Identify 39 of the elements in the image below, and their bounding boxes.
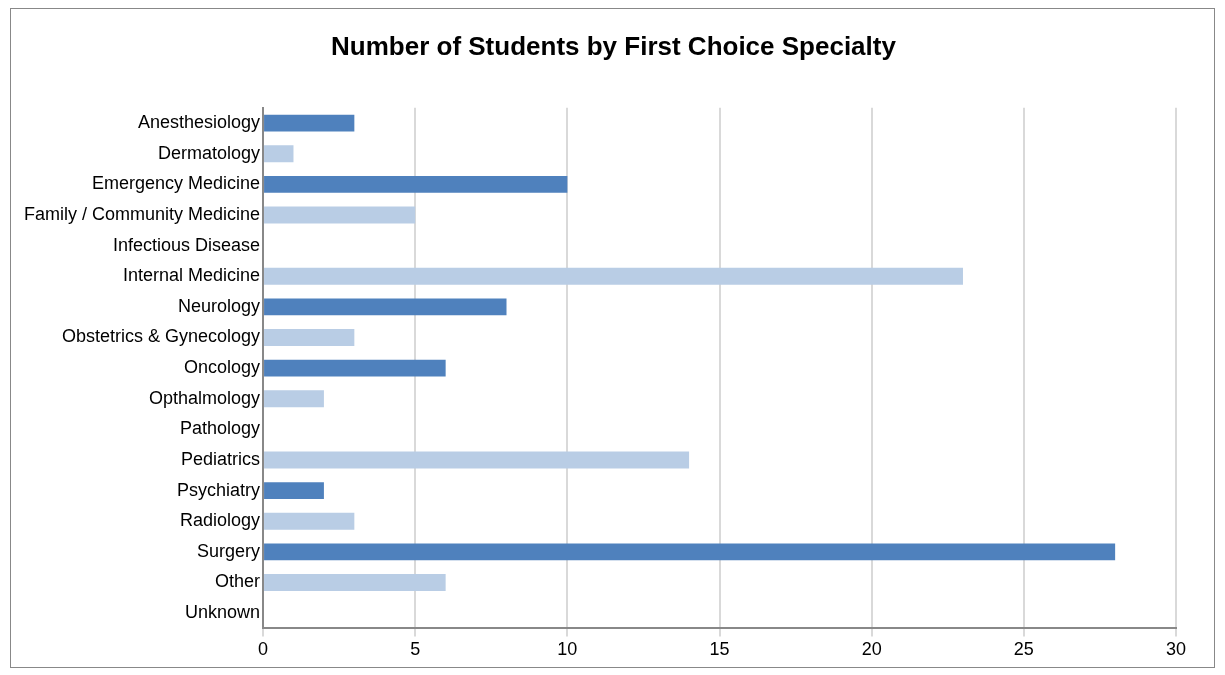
y-tick-label: Radiology — [179, 510, 261, 531]
bar — [264, 359, 446, 377]
bar — [264, 390, 324, 408]
y-tick-label: Other — [215, 571, 261, 592]
y-tick-label: Family / Community Medicine — [23, 203, 261, 224]
bar — [264, 298, 507, 316]
y-tick-label: Internal Medicine — [122, 265, 261, 286]
bar — [264, 543, 1116, 561]
bar — [264, 329, 355, 346]
bar — [264, 175, 568, 193]
y-tick-label: Pediatrics — [181, 448, 261, 469]
x-tick-label: 30 — [1165, 639, 1187, 660]
y-tick-label: Unknown — [185, 602, 261, 623]
x-tick-label: 25 — [1013, 639, 1034, 660]
y-tick-label: Surgery — [197, 540, 261, 561]
bar — [264, 482, 324, 500]
y-tick-label: Obstetrics & Gynecology — [61, 326, 261, 347]
y-tick-label: Emergency Medicine — [91, 173, 261, 194]
bar — [264, 114, 355, 132]
x-tick-label: 20 — [861, 639, 882, 660]
chart-title: Number of Students by First Choice Specialty — [330, 31, 897, 62]
bar — [264, 267, 963, 285]
y-tick-label: Psychiatry — [177, 479, 261, 500]
y-tick-label: Pathology — [179, 418, 261, 439]
y-tick-label: Anesthesiology — [137, 112, 261, 133]
bar — [264, 451, 690, 469]
bar — [264, 574, 446, 591]
y-tick-label: Opthalmology — [148, 387, 261, 408]
x-tick-label: 5 — [410, 639, 421, 660]
bar — [264, 145, 294, 163]
y-tick-label: Oncology — [184, 357, 261, 378]
x-tick-label: 10 — [557, 639, 578, 660]
y-tick-label: Dermatology — [158, 142, 261, 163]
y-tick-label: Infectious Disease — [112, 234, 261, 255]
x-tick-label: 15 — [709, 639, 730, 660]
x-tick-label: 0 — [258, 639, 269, 660]
y-tick-label: Neurology — [178, 295, 261, 316]
bar — [264, 206, 416, 224]
bar — [264, 512, 355, 530]
